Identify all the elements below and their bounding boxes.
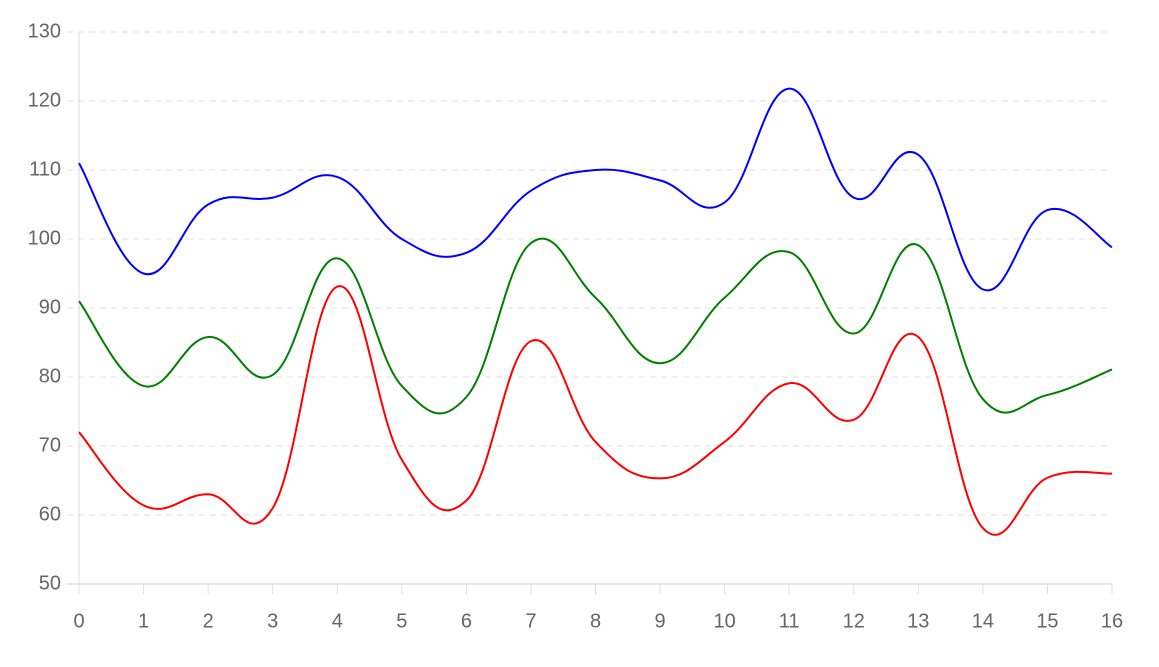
x-tick-label: 10 (714, 610, 736, 632)
x-tick-label: 5 (396, 610, 407, 632)
x-tick-label: 2 (203, 610, 214, 632)
line-series (78, 237, 1113, 415)
x-tick-label: 6 (461, 610, 472, 632)
line-series (78, 285, 1113, 536)
y-tick-label: 90 (39, 296, 61, 318)
y-tick-label: 130 (28, 20, 61, 42)
x-tick-label: 0 (73, 610, 84, 632)
x-tick-label: 14 (972, 610, 994, 632)
x-tick-label: 8 (590, 610, 601, 632)
y-tick-label: 50 (39, 572, 61, 594)
line-series (78, 87, 1113, 292)
y-tick-label: 70 (39, 434, 61, 456)
x-tick-label: 4 (332, 610, 343, 632)
y-tick-label: 120 (28, 89, 61, 111)
y-tick-label: 80 (39, 365, 61, 387)
y-tick-label: 110 (29, 158, 61, 180)
y-tick-label: 60 (39, 503, 61, 525)
x-tick-label: 9 (655, 610, 666, 632)
x-tick-label: 13 (907, 610, 929, 632)
x-tick-label: 1 (138, 610, 149, 632)
x-tick-label: 16 (1101, 610, 1123, 632)
y-tick-label: 100 (28, 227, 61, 249)
x-tick-label: 7 (525, 610, 536, 632)
x-tick-label: 15 (1036, 610, 1058, 632)
x-tick-label: 3 (267, 610, 278, 632)
x-tick-label: 12 (843, 610, 865, 632)
x-tick-label: 11 (779, 610, 800, 632)
